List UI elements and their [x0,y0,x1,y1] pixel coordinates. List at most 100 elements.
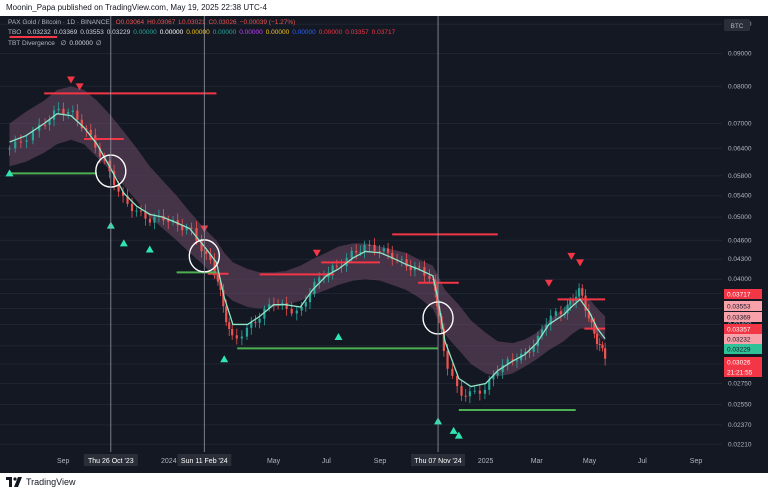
time-marker-box [83,454,138,466]
candle-body [216,271,220,282]
candle-body [569,300,572,305]
candle-body [515,360,519,362]
price-tag-label: 0.03026 [727,360,751,367]
candle-body [464,395,467,397]
candle-body [418,266,421,268]
time-marker-box [177,454,232,466]
candle-body [8,148,11,150]
candle-body [76,110,79,120]
series-line [9,113,606,388]
candle-body [268,304,271,309]
currency-badge [724,19,750,31]
legend-tbo-value: 0.03229 [106,29,131,36]
candle-body [222,290,225,307]
legend-ohlc-value: −0.00039 (−1.27%) [239,19,296,26]
legend-ohlc-value: O0.03064 [115,19,145,26]
candle-body [456,375,459,387]
candle-body [281,303,284,305]
buy-signal-marker [454,431,463,439]
candle-body [428,275,431,280]
candle-body [112,171,116,186]
candle-body [468,391,471,397]
candle-body [442,328,445,351]
legend-tbo-value: 0.03369 [53,29,78,36]
chart-area[interactable]: Thu 26 Oct '23 Sun 11 Feb '24 Thu 07 Nov '… [0,16,768,473]
legend-row-tbt: TBT Divergence ∅ 0.00000 ∅ [8,39,105,47]
legend-tbt-values: ∅ 0.00000 ∅ [61,40,105,47]
legend-symbol: PAX Gold / Bitcoin · 1D · BINANCE [8,19,110,26]
legend-row-symbol: PAX Gold / Bitcoin · 1D · BINANCE O0.030… [8,19,298,26]
price-axis-tick: 0.02210 [728,441,752,448]
candle-body [144,211,147,219]
price-chart[interactable]: Thu 26 Oct '23 Sun 11 Feb '24 Thu 07 Nov '… [0,16,768,473]
candle-body [359,251,362,253]
price-axis-tick: 0.02550 [728,402,752,409]
candle-body [331,265,334,273]
candle-body [584,295,587,311]
tradingview-logo[interactable]: TradingView [6,476,76,488]
time-axis-tick: Sep [690,458,703,465]
legend-tbt-value: ∅ [60,40,67,47]
candle-body [378,251,381,253]
candle-body [391,252,394,260]
price-tag-label: 0.03369 [727,315,751,322]
candle-body [62,108,65,115]
candle-body [300,306,303,311]
price-axis-tick: 0.05000 [728,214,752,221]
candle-body [492,375,495,380]
legend-tbo-value: 0.00000 [133,29,157,36]
price-tag-label: 0.03357 [727,327,751,334]
tbo-cloud [9,86,606,377]
candle-body [167,220,170,222]
candle-body [89,129,92,136]
candle-body [205,251,208,254]
candle-body [488,379,491,390]
price-tag-label: 0.03553 [727,304,751,311]
buy-signal-marker [449,426,458,434]
legend-ohlc-value: C0.03026 [208,19,237,26]
price-tag [724,344,762,354]
candle-body [437,306,441,317]
price-axis-tick: 0.05800 [728,173,752,180]
price-axis-tick: 0.05400 [728,193,752,200]
candle-body [572,300,575,302]
candle-body [496,372,499,376]
legend-tbt-name: TBT Divergence [8,40,55,47]
candle-body [524,351,527,354]
candle-body [25,140,28,142]
candle-body [355,250,358,253]
candle-body [80,119,83,129]
candle-body [19,141,22,143]
candle-body [225,306,228,323]
price-tag-label: 21:21:55 [727,370,753,377]
candle-body [400,259,403,261]
price-tag [724,334,762,344]
candle-body [67,111,70,115]
candle-body [386,248,390,253]
legend-tbo-value: 0.03232 [27,29,51,36]
price-axis-tick: 0.04300 [728,256,752,263]
candle-body [587,310,590,319]
candle-body [506,359,509,365]
candle-body [31,130,35,141]
time-axis-tick: Sep [57,458,70,465]
candle-body [368,244,371,246]
candle-body [263,308,266,319]
candle-body [231,328,234,336]
currency-badge-label: BTC [731,23,744,30]
candle-body [285,303,288,309]
candle-body [405,259,408,267]
legend-tbo-value: 0.00000 [318,29,343,36]
candle-body [382,248,385,252]
candle-body [98,147,102,157]
candle-body [190,227,193,229]
publisher-header: Moonin_Papa published on TradingView.com… [0,0,768,16]
time-marker-label: Sun 11 Feb '24 [181,458,228,465]
sell-signal-marker [75,83,84,91]
time-axis-tick: Sep [374,458,387,465]
price-tag [724,312,762,322]
candle-body [117,185,120,192]
candle-body [213,259,216,272]
candle-body [121,191,125,196]
candle-body [483,389,487,394]
